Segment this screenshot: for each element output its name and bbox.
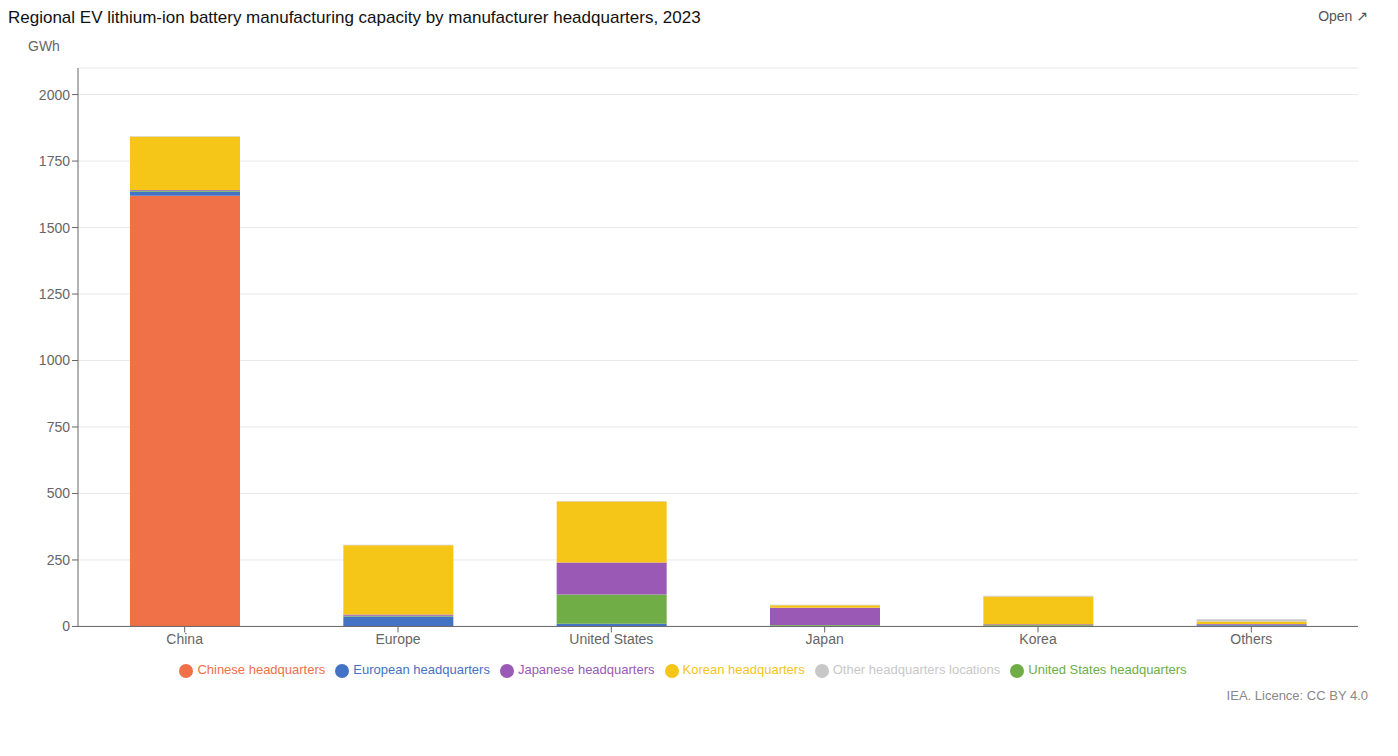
html-text:Chinese headquarters: Chinese headquarters [197,662,326,678]
svg-text:250: 250 [47,552,71,568]
svg-text:China: China [166,631,203,647]
svg-text:0: 0 [62,618,70,634]
svg-text:2000: 2000 [39,87,70,103]
html-text:Japanese headquarters: Japanese headquarters [517,662,655,678]
svg-text:500: 500 [47,485,71,501]
svg-text:Korea: Korea [1019,631,1057,647]
html-text:Korean headquarters: Korean headquarters [682,662,805,678]
svg-text:1750: 1750 [39,153,70,169]
svg-text:1500: 1500 [39,220,70,236]
html-text:United States headquarters: United States headquarters [1028,662,1187,678]
html-text:European headquarters: European headquarters [353,662,490,678]
svg-text:Japan: Japan [806,631,844,647]
html-text:IEA. Licence: CC BY 4.0: IEA. Licence: CC BY 4.0 [1226,688,1368,703]
svg-text:1000: 1000 [39,352,70,368]
svg-text:Others: Others [1230,631,1272,647]
svg-text:750: 750 [47,419,71,435]
svg-text:United States: United States [569,631,653,647]
svg-text:1250: 1250 [39,286,70,302]
html-text:Other headquarters locations: Other headquarters locations [832,662,1001,678]
svg-text:Europe: Europe [375,631,420,647]
html-text:GWh: GWh [28,38,60,54]
html-text:Open ↗: Open ↗ [1318,8,1368,24]
html-text:Regional EV lithium-ion batter: Regional EV lithium-ion battery manufact… [8,8,701,27]
